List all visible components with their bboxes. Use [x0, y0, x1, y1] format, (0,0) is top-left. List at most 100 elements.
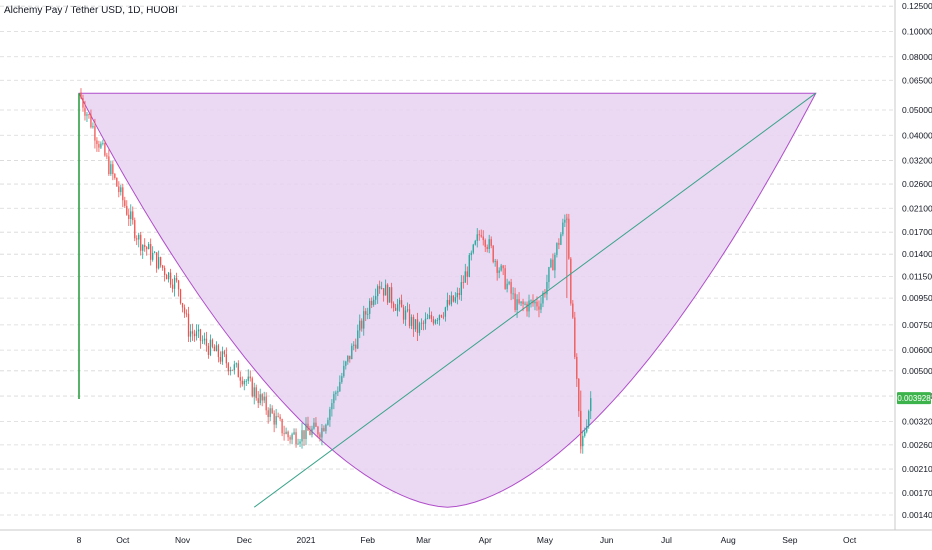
candle-body [148, 244, 150, 250]
candle-body [319, 434, 321, 438]
candle-body [434, 320, 437, 324]
candle-body [379, 286, 381, 289]
candle-body [353, 344, 355, 346]
price-tick-label: 0.125000 [902, 1, 932, 11]
candle-body [420, 322, 423, 324]
candle-body [183, 307, 186, 314]
candle-body [253, 387, 255, 397]
candle-body [181, 303, 184, 308]
candle-body [424, 318, 427, 324]
candle-body [406, 309, 409, 311]
candle-body [400, 300, 403, 308]
candle-body [494, 261, 496, 262]
candle-body [492, 245, 494, 262]
candle-body [522, 301, 524, 305]
candle-body [341, 376, 343, 383]
candle-body [299, 441, 301, 444]
candle-body [432, 319, 435, 324]
candle-body [287, 431, 289, 438]
candle-body [446, 299, 449, 308]
candle-body [361, 320, 363, 329]
candle-body [416, 319, 419, 333]
candle-body [482, 236, 484, 241]
time-tick-label: Jun [600, 535, 614, 545]
candle-body [442, 316, 445, 318]
candle-body [321, 428, 323, 438]
candle-body [177, 280, 180, 290]
time-tick-label: 2021 [297, 535, 316, 545]
candle-body [279, 416, 281, 420]
candle-body [295, 432, 297, 445]
candle-body [247, 376, 249, 381]
candle-body [450, 295, 453, 305]
time-tick-label: Nov [175, 535, 191, 545]
candle-body [440, 315, 443, 317]
candle-body [96, 140, 98, 145]
candle-body [193, 333, 196, 337]
candle-body [385, 284, 387, 296]
candle-body [307, 423, 309, 431]
candles-layer [78, 88, 592, 454]
candle-body [542, 292, 544, 304]
candle-body [191, 331, 194, 334]
candle-body [466, 271, 468, 277]
candle-body [373, 299, 375, 305]
candle-body [584, 431, 586, 436]
candle-body [345, 361, 347, 366]
candle-body [201, 340, 204, 342]
candle-body [484, 240, 486, 247]
candle-body [410, 317, 413, 326]
trendline[interactable] [253, 92, 817, 508]
candle-body [452, 295, 454, 302]
candle-body [291, 434, 293, 440]
candle-body [159, 257, 162, 266]
candle-body [510, 282, 512, 294]
candle-body [536, 301, 538, 307]
time-tick-label: Oct [116, 535, 130, 545]
trendline-layer [253, 92, 817, 508]
candle-body [122, 187, 124, 201]
candle-body [150, 244, 152, 260]
candle-body [538, 306, 540, 310]
candle-body [518, 299, 520, 304]
candle-body [273, 413, 275, 425]
candle-body [392, 303, 395, 308]
candle-body [114, 173, 116, 178]
time-axis[interactable]: 8 Oct Nov Dec 2021 Feb Mar Apr May Jun Jul Aug Sep Oc… [77, 535, 857, 545]
candle-body [444, 307, 447, 317]
candle-body [402, 307, 405, 320]
candle-body [390, 287, 393, 304]
candle-body [313, 422, 315, 429]
candle-body [283, 433, 285, 435]
candle-body [488, 239, 490, 249]
candle-body [367, 313, 369, 315]
candle-body [275, 416, 277, 425]
candle-body [329, 409, 331, 421]
candle-body [578, 378, 580, 412]
candle-body [530, 300, 532, 302]
candle-body [281, 419, 283, 434]
candle-body [229, 369, 231, 372]
candle-body [317, 426, 319, 435]
candle-body [438, 315, 441, 321]
candle-body [339, 382, 341, 392]
candle-body [289, 437, 291, 440]
candle-body [514, 293, 516, 310]
time-tick-label: May [537, 535, 554, 545]
time-tick-label: Sep [782, 535, 797, 545]
candle-body [381, 288, 383, 289]
candle-body [426, 318, 429, 320]
candle-body [474, 240, 476, 245]
candle-body [386, 284, 389, 303]
candle-body [118, 186, 120, 193]
candle-body [269, 408, 271, 417]
candle-body [267, 410, 269, 417]
